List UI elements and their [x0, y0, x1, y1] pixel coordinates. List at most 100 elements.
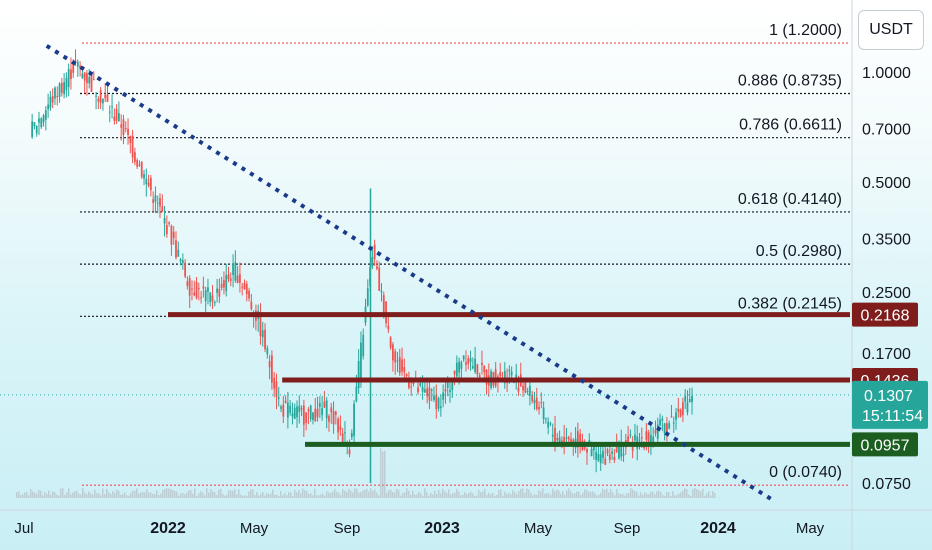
candle-body — [296, 406, 298, 418]
volume-bar — [322, 493, 324, 498]
volume-bar — [332, 491, 334, 498]
volume-bar — [608, 492, 610, 498]
volume-bar — [426, 491, 428, 498]
candle-body — [232, 263, 234, 276]
volume-bar — [56, 494, 58, 498]
candle-body — [284, 400, 287, 403]
volume-bar — [122, 494, 124, 498]
volume-bar — [30, 488, 32, 498]
volume-bar — [510, 494, 512, 498]
candle-body — [522, 385, 524, 391]
volume-bar — [200, 491, 202, 498]
volume-bar — [16, 492, 18, 498]
candle-body — [193, 292, 196, 296]
candle-body — [590, 448, 593, 456]
candle-body — [56, 95, 59, 97]
volume-bar — [204, 495, 206, 498]
volume-bar — [272, 489, 274, 498]
volume-bar — [270, 493, 272, 498]
volume-bar — [616, 488, 618, 498]
candle-body — [124, 128, 127, 130]
candle-body — [576, 431, 579, 448]
volume-bar — [532, 495, 534, 498]
candle-body — [485, 370, 488, 385]
candle-body — [227, 274, 230, 279]
volume-bar — [136, 488, 138, 498]
volume-bar — [660, 492, 662, 498]
volume-bar — [564, 494, 566, 498]
volume-bar — [142, 492, 144, 498]
volume-bar — [632, 489, 634, 498]
volume-bar — [688, 494, 690, 498]
candle-body — [316, 408, 319, 417]
candle-body — [145, 178, 148, 185]
volume-bar — [540, 491, 542, 498]
candle-body — [275, 381, 278, 397]
candle-body — [95, 95, 97, 97]
candle-body — [378, 267, 381, 291]
volume-bar — [676, 495, 678, 498]
volume-bar — [512, 490, 514, 498]
volume-bar — [662, 495, 664, 498]
volume-bar — [658, 490, 660, 498]
candle-body — [531, 395, 534, 402]
volume-bar — [470, 491, 472, 498]
volume-bar — [276, 494, 278, 498]
candle-body — [544, 418, 547, 420]
candle-body — [556, 437, 559, 441]
volume-bar — [696, 489, 698, 498]
volume-bar — [598, 494, 600, 498]
volume-bar — [466, 493, 468, 498]
candle-body — [204, 290, 207, 302]
volume-bar — [94, 489, 96, 498]
volume-bar — [176, 491, 178, 498]
candle-body — [261, 330, 264, 338]
candle-body — [138, 164, 141, 166]
volume-bar — [170, 489, 172, 498]
candle-body — [49, 96, 52, 108]
volume-bar — [386, 492, 388, 498]
volume-bar — [60, 488, 62, 498]
candle-body — [54, 87, 56, 99]
candle-body — [691, 395, 693, 403]
volume-bar — [72, 492, 74, 498]
volume-bar — [154, 494, 156, 498]
candle-body — [467, 358, 470, 364]
candle-body — [188, 278, 191, 296]
volume-bar — [310, 493, 312, 498]
candle-body — [684, 396, 687, 402]
candle-body — [412, 381, 415, 385]
candle-body — [380, 290, 383, 293]
candle-body — [659, 419, 661, 426]
candle-body — [51, 96, 54, 103]
volume-bar — [400, 495, 402, 498]
candle-body — [458, 361, 461, 373]
volume-bar — [424, 488, 426, 498]
candle-body — [312, 412, 314, 420]
candle-body — [147, 182, 150, 186]
volume-bar — [458, 491, 460, 498]
volume-bar — [186, 492, 188, 498]
candle-body — [387, 325, 390, 330]
quote-currency-button[interactable]: USDT — [858, 10, 924, 50]
y-tick-label: 1.0000 — [862, 65, 911, 82]
candle-body — [529, 385, 531, 396]
descending-trendline — [45, 44, 775, 503]
candle-body — [524, 379, 527, 393]
volume-bar — [496, 494, 498, 498]
volume-bar — [76, 490, 78, 498]
volume-bar — [434, 490, 436, 498]
volume-bar — [140, 492, 142, 498]
candle-body — [604, 458, 607, 465]
candle-body — [599, 454, 602, 464]
candle-body — [97, 99, 100, 102]
volume-bar — [34, 492, 36, 498]
candle-body — [143, 174, 145, 179]
candle-body — [168, 222, 171, 224]
volume-bar — [162, 489, 164, 498]
volume-bar — [66, 492, 68, 498]
volume-bar — [62, 488, 64, 498]
volume-bar — [298, 490, 300, 498]
volume-bar — [64, 495, 66, 498]
